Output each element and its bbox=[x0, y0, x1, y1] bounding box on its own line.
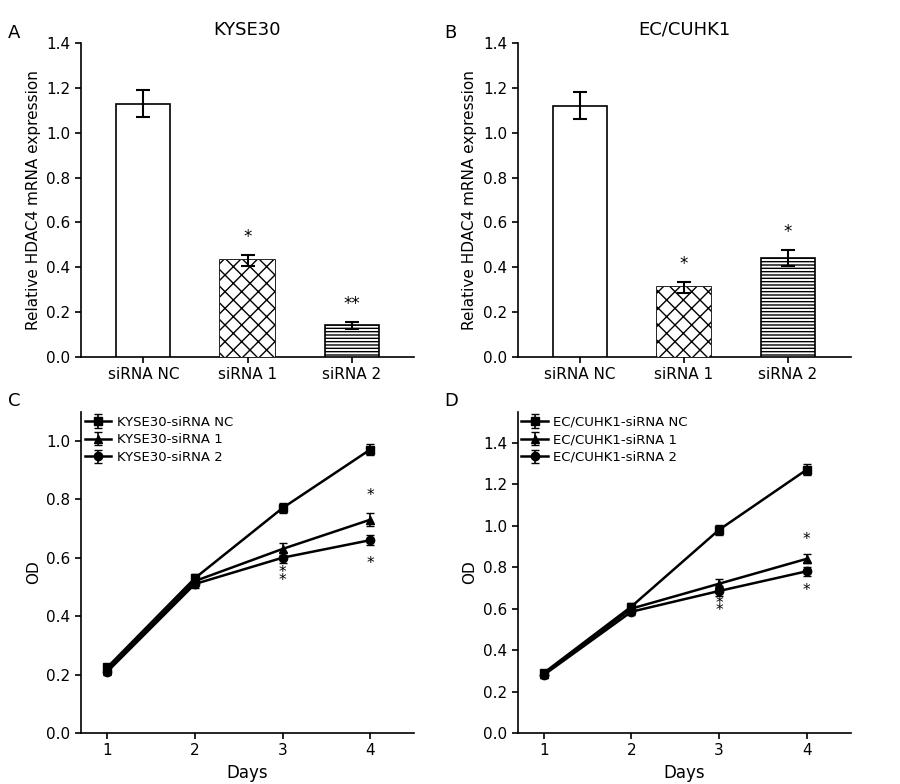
Y-axis label: Relative HDAC4 mRNA expression: Relative HDAC4 mRNA expression bbox=[26, 70, 40, 330]
Bar bbox=[220, 260, 274, 357]
Y-axis label: OD: OD bbox=[26, 561, 40, 584]
Text: A: A bbox=[8, 24, 20, 42]
Legend: EC/CUHK1-siRNA NC, EC/CUHK1-siRNA 1, EC/CUHK1-siRNA 2: EC/CUHK1-siRNA NC, EC/CUHK1-siRNA 1, EC/… bbox=[521, 416, 688, 464]
Text: *: * bbox=[366, 488, 374, 503]
Bar bbox=[553, 106, 607, 357]
Text: *: * bbox=[803, 532, 811, 547]
Title: EC/CUHK1: EC/CUHK1 bbox=[638, 21, 730, 38]
Text: *: * bbox=[716, 603, 723, 618]
Legend: KYSE30-siRNA NC, KYSE30-siRNA 1, KYSE30-siRNA 2: KYSE30-siRNA NC, KYSE30-siRNA 1, KYSE30-… bbox=[85, 416, 233, 464]
Bar bbox=[657, 287, 711, 357]
Text: D: D bbox=[445, 392, 458, 410]
Bar bbox=[220, 260, 274, 357]
Text: B: B bbox=[445, 24, 456, 42]
Bar bbox=[761, 258, 815, 357]
Text: **: ** bbox=[343, 295, 360, 313]
Text: *: * bbox=[366, 556, 374, 571]
Text: *: * bbox=[803, 583, 811, 598]
Bar bbox=[657, 287, 711, 357]
Y-axis label: OD: OD bbox=[463, 561, 477, 584]
Text: *: * bbox=[784, 223, 792, 241]
Text: *: * bbox=[680, 255, 688, 273]
X-axis label: Days: Days bbox=[227, 764, 268, 782]
Text: *: * bbox=[279, 573, 286, 588]
Text: *: * bbox=[243, 228, 252, 246]
Text: *: * bbox=[279, 565, 286, 580]
Title: KYSE30: KYSE30 bbox=[213, 21, 281, 38]
Text: C: C bbox=[8, 392, 20, 410]
Bar bbox=[116, 103, 170, 357]
Bar bbox=[325, 325, 379, 357]
X-axis label: Days: Days bbox=[663, 764, 705, 782]
Y-axis label: Relative HDAC4 mRNA expression: Relative HDAC4 mRNA expression bbox=[463, 70, 477, 330]
Text: *: * bbox=[716, 596, 723, 611]
